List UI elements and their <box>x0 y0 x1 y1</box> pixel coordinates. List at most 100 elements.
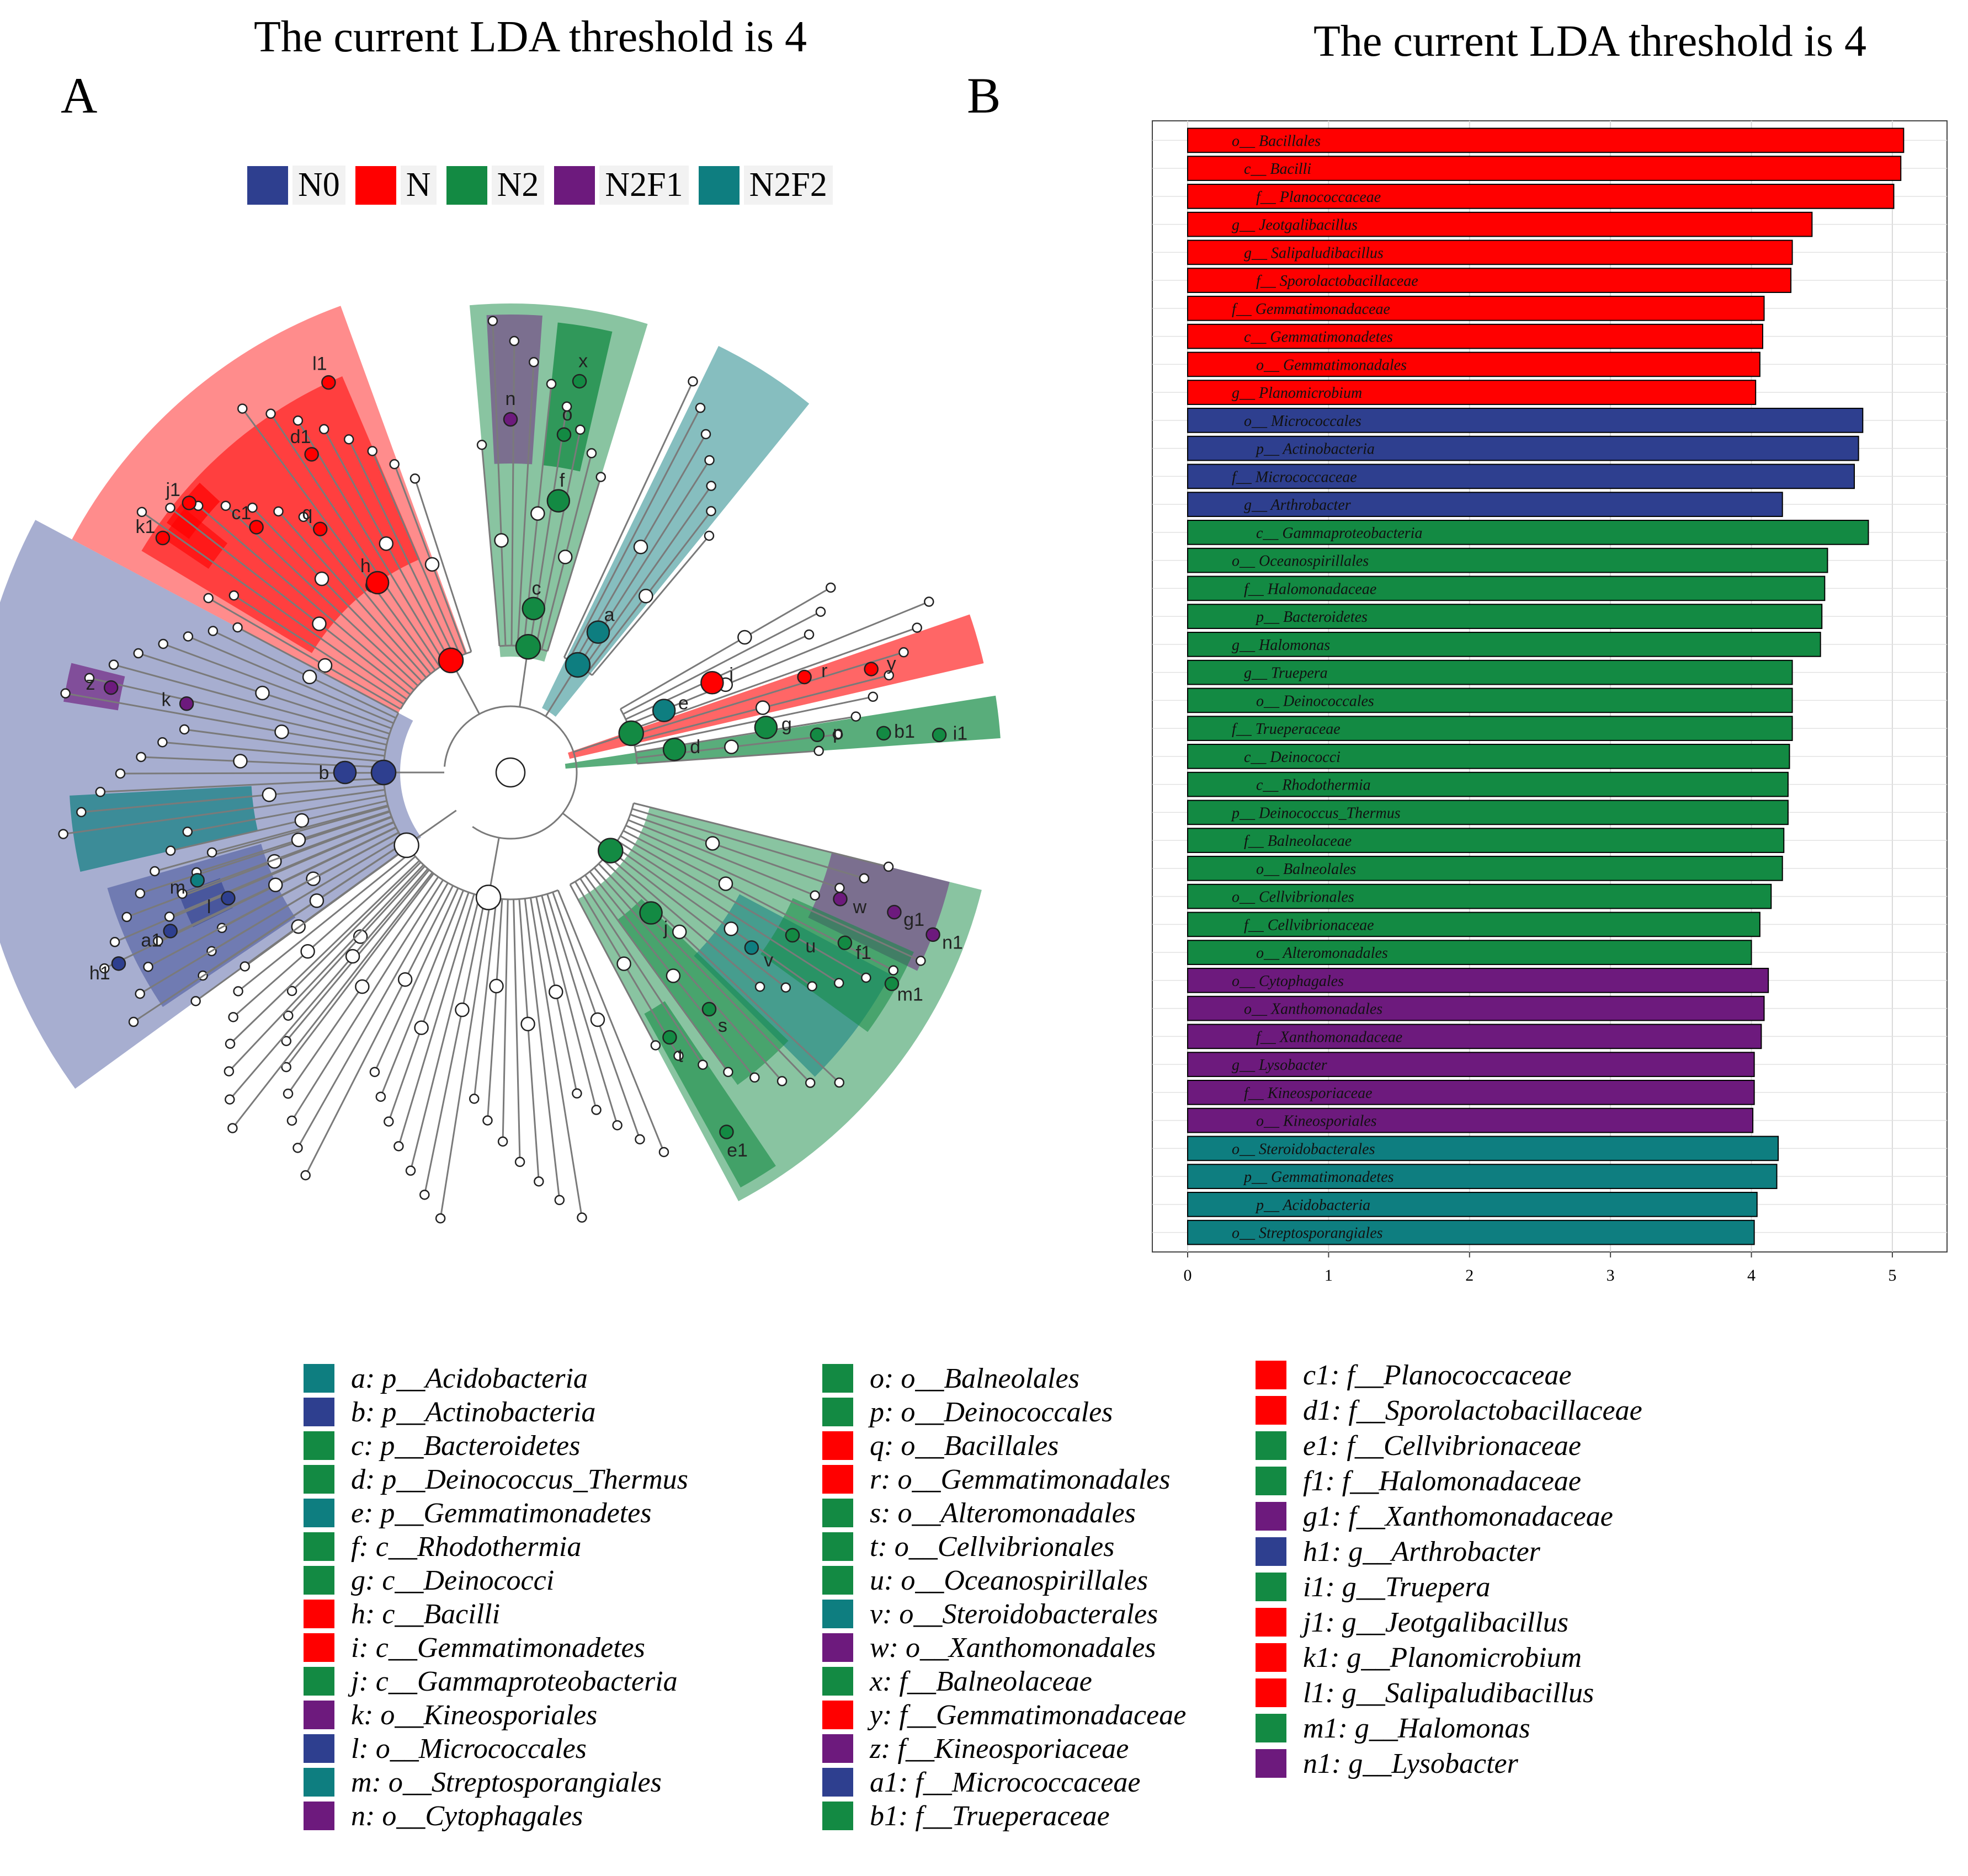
branch <box>244 846 409 967</box>
tree-node <box>616 956 631 971</box>
phylum-node <box>618 720 644 747</box>
leaf-node <box>706 481 716 491</box>
tree-node <box>355 979 370 994</box>
bar <box>1187 687 1793 713</box>
leaf-node <box>208 626 219 636</box>
branch <box>81 783 385 813</box>
clade-legend-label: k1: g__Planomicrobium <box>1303 1642 1582 1674</box>
leaf-node <box>136 507 147 518</box>
leaf-node <box>469 1094 480 1104</box>
clade-legend-item: w: o__Xanthomonadales <box>822 1632 1156 1664</box>
clade-legend-swatch <box>1256 1361 1286 1389</box>
clade-label: p <box>833 722 843 743</box>
bar <box>1187 323 1763 349</box>
clade-legend-label: w: o__Xanthomonadales <box>870 1632 1156 1664</box>
bar <box>1187 211 1813 237</box>
branch <box>242 408 436 671</box>
branch <box>305 885 454 1176</box>
bar-label: p__ Bacteroidetes <box>1255 609 1368 626</box>
clade-legend-swatch <box>304 1465 334 1494</box>
branch <box>374 887 459 1073</box>
tree-node <box>705 836 720 851</box>
biomarker-node <box>321 375 336 390</box>
bar <box>1187 828 1785 853</box>
leaf-node <box>898 647 909 658</box>
clade-legend-label: f: c__Rhodothermia <box>351 1531 582 1563</box>
bar-label: f__ Micrococcaceae <box>1232 468 1357 486</box>
clade-label: h <box>360 556 371 577</box>
bar-label: f__ Kineosporiaceae <box>1244 1085 1373 1102</box>
clade-legend-swatch <box>1256 1714 1286 1742</box>
leaf-node <box>150 866 160 877</box>
bar-label: o__ Balneolales <box>1256 861 1356 878</box>
tree-node <box>530 506 545 521</box>
clade-legend-swatch <box>304 1734 334 1763</box>
clade-legend-swatch <box>304 1499 334 1527</box>
clade-legend-swatch <box>304 1667 334 1696</box>
leaf-node <box>850 711 861 722</box>
bar-label: c__ Bacilli <box>1244 161 1311 178</box>
leaf-node <box>225 1038 236 1049</box>
clade-legend-item: f: c__Rhodothermia <box>304 1531 582 1563</box>
branch <box>229 868 429 1100</box>
tree-node <box>590 1012 605 1027</box>
bar-label: g__ Planomicrobium <box>1232 385 1362 402</box>
bar <box>1187 1164 1778 1189</box>
clade-legend-swatch <box>1256 1537 1286 1566</box>
clade-label: a <box>604 604 615 625</box>
leaf-node <box>405 1165 416 1176</box>
bar-label: o__ Streptosporangiales <box>1232 1225 1383 1242</box>
clade-highlight <box>70 786 258 872</box>
leaf-node <box>121 912 132 923</box>
clade-legend-swatch <box>822 1364 853 1393</box>
biomarker-node <box>103 680 119 695</box>
bar <box>1187 351 1760 377</box>
clade-legend-item: c: p__Bacteroidetes <box>304 1430 580 1462</box>
leaf-node <box>700 429 711 440</box>
clade-legend-item: e: p__Gemmatimonadetes <box>304 1497 651 1529</box>
leaf-node <box>153 936 163 946</box>
tree-node <box>424 557 440 572</box>
x-tick-label: 2 <box>1465 1266 1474 1285</box>
tree-node <box>737 630 752 645</box>
group-legend-item: N0 <box>247 166 345 205</box>
clade-label: i1 <box>953 723 967 744</box>
bar-label: g__ Arthrobacter <box>1244 497 1351 514</box>
branch <box>557 889 665 1153</box>
leaf-node <box>497 1136 508 1147</box>
branch <box>380 889 464 1097</box>
branch <box>473 898 498 1099</box>
clade-label: w <box>853 897 867 918</box>
leaf-node <box>804 629 815 640</box>
clade-legend-swatch <box>822 1768 853 1797</box>
tree-node <box>255 685 270 701</box>
bar <box>1187 1192 1758 1217</box>
phylum-node <box>515 633 541 660</box>
clade-label: a1 <box>141 930 162 951</box>
clade-legend-item: c1: f__Planococcaceae <box>1256 1360 1572 1391</box>
clade-label: d1 <box>290 427 311 447</box>
leaf-node <box>233 986 243 996</box>
clade-legend-swatch <box>304 1364 334 1393</box>
clade-legend-label: r: o__Gemmatimonadales <box>870 1463 1171 1495</box>
tree-node <box>294 813 310 828</box>
branch <box>633 802 889 868</box>
branch <box>510 341 515 646</box>
group-legend-swatch <box>554 166 595 205</box>
biomarker-node <box>333 760 357 785</box>
branch <box>414 478 472 652</box>
clade-label: c1 <box>231 503 251 524</box>
biomarker-node <box>926 927 940 942</box>
bar <box>1187 716 1793 741</box>
clade-label: b1 <box>894 721 915 742</box>
clade-legend-label: p: o__Deinococcales <box>870 1396 1113 1428</box>
leaf-node <box>534 1176 544 1187</box>
clade-legend-swatch <box>304 1768 334 1797</box>
x-tick-label: 0 <box>1184 1266 1192 1285</box>
bar-label: o__ Cytophagales <box>1232 973 1344 990</box>
biomarker-node <box>719 1124 734 1139</box>
bar-label: f__ Planococcaceae <box>1256 189 1381 206</box>
clade-label: t <box>678 1046 683 1067</box>
branch <box>147 832 400 968</box>
biomarker-node <box>155 530 171 546</box>
